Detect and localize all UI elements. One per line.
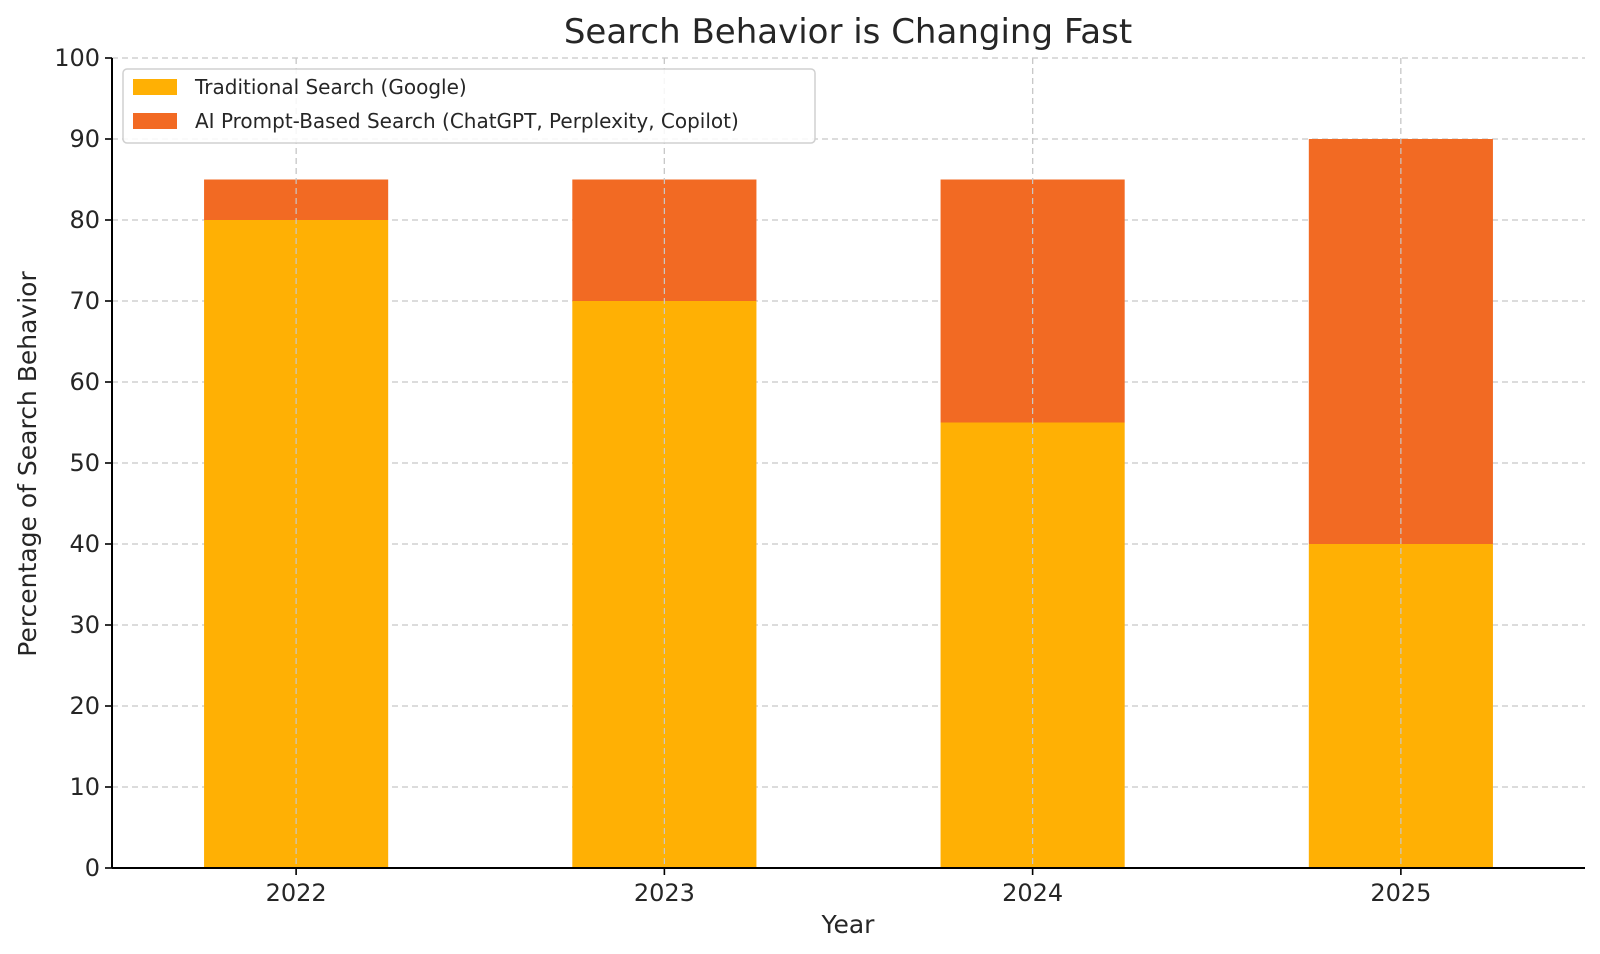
bars-layer: [204, 58, 1493, 868]
legend-swatch-ai-prompt-search: [133, 113, 177, 129]
y-tick-label: 30: [69, 611, 100, 639]
legend-swatch-traditional-search: [133, 79, 177, 95]
y-tick-label: 20: [69, 692, 100, 720]
legend-label-traditional-search: Traditional Search (Google): [194, 75, 467, 99]
y-tick-label: 100: [54, 44, 100, 72]
legend: Traditional Search (Google) AI Prompt-Ba…: [122, 68, 816, 144]
x-tick-label-2022: 2022: [266, 879, 327, 907]
y-tick-label: 60: [69, 368, 100, 396]
legend-frame: [122, 68, 816, 144]
y-tick-label: 40: [69, 530, 100, 558]
chart-title: Search Behavior is Changing Fast: [564, 12, 1132, 52]
x-tick-labels: 2022 2023 2024 2025: [266, 879, 1432, 907]
x-tick-label-2024: 2024: [1002, 879, 1063, 907]
x-tick-label-2023: 2023: [634, 879, 695, 907]
y-tick-label: 10: [69, 773, 100, 801]
y-tick-label: 50: [69, 449, 100, 477]
y-tick-label: 0: [85, 854, 100, 882]
y-tick-label: 70: [69, 287, 100, 315]
axes-layer: [105, 57, 1585, 875]
x-tick-label-2025: 2025: [1370, 879, 1431, 907]
y-tick-label: 90: [69, 125, 100, 153]
y-tick-labels: 0 10 20 30 40 50 60 70 80 90 100: [54, 44, 100, 882]
y-axis-label: Percentage of Search Behavior: [13, 271, 42, 657]
y-tick-label: 80: [69, 206, 100, 234]
legend-label-ai-prompt-search: AI Prompt-Based Search (ChatGPT, Perplex…: [195, 109, 739, 133]
x-axis-label: Year: [821, 910, 876, 939]
